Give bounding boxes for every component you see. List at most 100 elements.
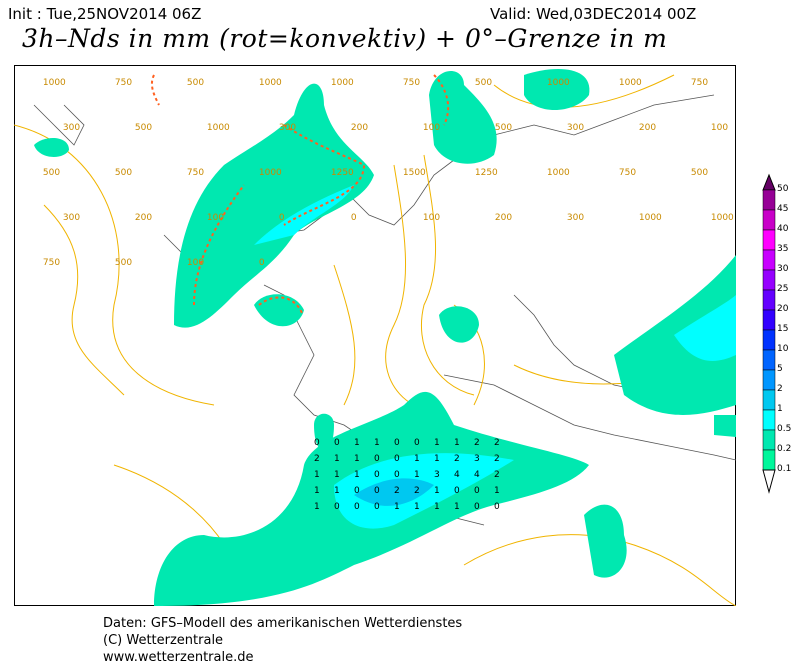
precip-value: 1 [394, 502, 400, 512]
legend-label: 30 [777, 264, 789, 274]
precip-value: 0 [474, 486, 480, 496]
precip-value: 0 [374, 502, 380, 512]
init-time: Init : Tue,25NOV2014 06Z [8, 5, 202, 23]
precipitation-legend [762, 173, 776, 494]
freezing-level-contours [14, 74, 736, 606]
precip-value: 1 [334, 470, 340, 480]
contour-label: 100 [187, 258, 204, 268]
contour-label: 0 [259, 258, 265, 268]
contour-label: 1000 [259, 78, 282, 88]
contour-label: 1500 [403, 168, 426, 178]
footer-data-source: Daten: GFS–Modell des amerikanischen Wet… [103, 616, 463, 631]
legend-min-arrow [762, 469, 776, 494]
contour-label: 100 [207, 213, 224, 223]
contour-label: 750 [403, 78, 420, 88]
precip-value: 0 [354, 502, 360, 512]
legend-label: 0.1 [777, 464, 792, 474]
precip-value: 2 [394, 486, 400, 496]
legend-swatch [762, 209, 776, 231]
contour-label: 1000 [259, 168, 282, 178]
contour-label: 100 [711, 123, 728, 133]
contour-label: 1000 [547, 78, 570, 88]
contour-label: 0 [351, 213, 357, 223]
legend-swatch [762, 269, 776, 291]
contour-label: 1000 [639, 213, 662, 223]
precip-value: 1 [414, 470, 420, 480]
precip-value: 1 [434, 454, 440, 464]
contour-label: 100 [423, 213, 440, 223]
contour-label: 500 [187, 78, 204, 88]
contour-label: 300 [567, 213, 584, 223]
contour-label: 500 [135, 123, 152, 133]
precip-value: 0 [334, 502, 340, 512]
contour-label: 100 [423, 123, 440, 133]
precip-value: 2 [454, 454, 460, 464]
precipitation-areas [34, 69, 736, 606]
legend-label: 25 [777, 284, 789, 294]
contour-label: 750 [115, 78, 132, 88]
legend-label: 20 [777, 304, 789, 314]
legend-swatch [762, 369, 776, 391]
contour-label: 750 [43, 258, 60, 268]
precip-value: 4 [474, 470, 480, 480]
precip-value: 0 [394, 454, 400, 464]
precip-value: 2 [414, 486, 420, 496]
legend-swatch [762, 229, 776, 251]
precip-value: 0 [454, 486, 460, 496]
contour-label: 1000 [547, 168, 570, 178]
legend-max-arrow [762, 173, 776, 191]
convective-precip-outlines [150, 74, 450, 314]
precip-value: 1 [454, 438, 460, 448]
precip-value: 2 [314, 454, 320, 464]
precip-value: 1 [334, 454, 340, 464]
contour-label: 750 [619, 168, 636, 178]
legend-label: 10 [777, 344, 789, 354]
precip-value: 1 [434, 438, 440, 448]
map-title: 3h–Nds in mm (rot=konvektiv) + 0°–Grenze… [22, 24, 668, 53]
contour-label: 300 [279, 123, 296, 133]
precip-value: 1 [494, 486, 500, 496]
legend-label: 40 [777, 224, 789, 234]
precip-value: 0 [394, 438, 400, 448]
legend-swatch [762, 389, 776, 411]
contour-label: 500 [115, 168, 132, 178]
precip-value: 1 [454, 502, 460, 512]
legend-swatch [762, 249, 776, 271]
contour-label: 1250 [475, 168, 498, 178]
footer-website[interactable]: www.wetterzentrale.de [103, 650, 254, 665]
contour-label: 750 [187, 168, 204, 178]
contour-label: 300 [63, 213, 80, 223]
precip-value: 0 [334, 438, 340, 448]
legend-label: 1 [777, 404, 783, 414]
legend-label: 35 [777, 244, 789, 254]
precip-value: 0 [374, 454, 380, 464]
contour-label: 300 [63, 123, 80, 133]
contour-label: 200 [639, 123, 656, 133]
precip-value: 0 [414, 438, 420, 448]
valid-time: Valid: Wed,03DEC2014 00Z [490, 5, 697, 23]
legend-label: 0.2 [777, 444, 792, 454]
precip-value: 0 [394, 470, 400, 480]
legend-label: 5 [777, 364, 783, 374]
precip-value: 1 [414, 454, 420, 464]
precip-value: 0 [354, 486, 360, 496]
contour-label: 500 [43, 168, 60, 178]
contour-label: 500 [115, 258, 132, 268]
precip-value: 2 [494, 470, 500, 480]
contour-label: 1000 [619, 78, 642, 88]
precip-value: 1 [354, 438, 360, 448]
precip-value: 0 [374, 486, 380, 496]
contour-label: 1000 [207, 123, 230, 133]
precip-value: 3 [434, 470, 440, 480]
legend-swatch [762, 289, 776, 311]
legend-swatch [762, 429, 776, 451]
contour-label: 1250 [331, 168, 354, 178]
precip-value: 2 [494, 454, 500, 464]
contour-label: 0 [279, 213, 285, 223]
contour-label: 300 [567, 123, 584, 133]
legend-label: 0.5 [777, 424, 792, 434]
legend-swatch [762, 189, 776, 211]
legend-swatch [762, 409, 776, 431]
legend-label: 15 [777, 324, 789, 334]
legend-label: 2 [777, 384, 783, 394]
